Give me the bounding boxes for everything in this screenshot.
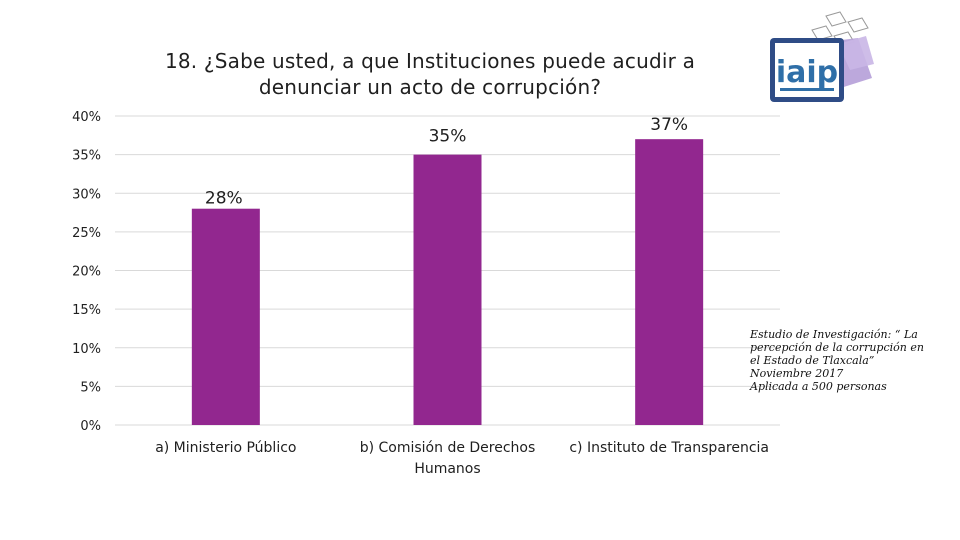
note-line-2: percepción de la corrupción en [750, 341, 924, 354]
category-label: a) Ministerio Público [155, 440, 296, 456]
bar [635, 139, 704, 426]
y-tick-label: 5% [80, 380, 101, 395]
chart-title: 18. ¿Sabe usted, a que Instituciones pue… [120, 48, 740, 100]
category-label: b) Comisión de Derechos [360, 440, 536, 456]
y-tick-label: 20% [72, 265, 101, 280]
y-tick-label: 40% [72, 110, 101, 125]
category-label: c) Instituto de Transparencia [569, 440, 769, 456]
note-line-5: Aplicada a 500 personas [750, 380, 887, 393]
note-line-3: el Estado de Tlaxcala” [750, 354, 875, 367]
chart-title-line-1: 18. ¿Sabe usted, a que Instituciones pue… [164, 49, 696, 73]
study-note: Estudio de Investigación: “ La percepció… [750, 328, 950, 393]
data-label: 37% [650, 115, 688, 135]
y-tick-label: 15% [72, 303, 101, 318]
y-tick-label: 25% [72, 226, 101, 241]
y-tick-label: 0% [80, 419, 101, 434]
note-line-1: Estudio de Investigación: “ La [750, 328, 918, 341]
y-tick-label: 10% [72, 342, 101, 357]
iaip-logo-icon: iaip [770, 11, 874, 102]
y-tick-label: 35% [72, 149, 101, 164]
chart-title-line-2: denunciar un acto de corrupción? [258, 75, 602, 99]
category-label: Humanos [414, 461, 480, 477]
y-tick-label: 30% [72, 187, 101, 202]
logo-text: iaip [776, 55, 838, 90]
data-label: 28% [205, 189, 243, 209]
data-label: 35% [429, 127, 467, 147]
note-line-4: Noviembre 2017 [750, 367, 844, 380]
bar [191, 208, 260, 425]
bar [413, 154, 482, 425]
